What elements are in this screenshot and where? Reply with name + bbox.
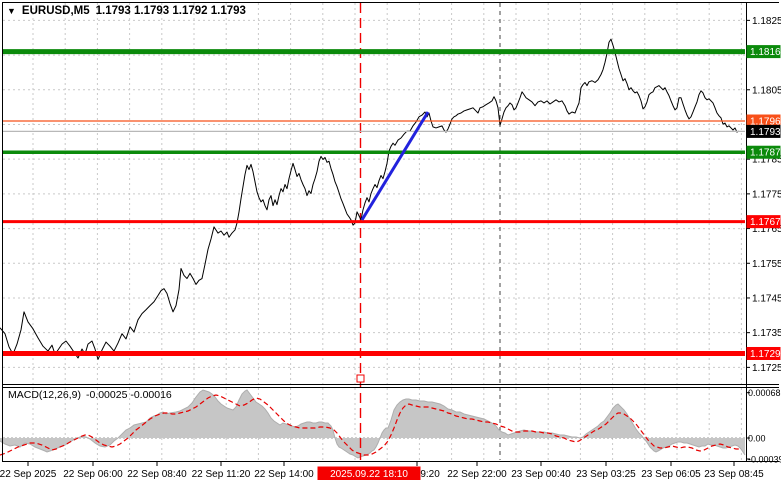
price-badge-label: 1.1793 — [750, 127, 781, 138]
indicator-label: MACD(12,26,9) -0.00025 -0.00016 — [8, 389, 172, 401]
price-axis-label: 1.1745 — [752, 293, 781, 304]
price-axis-label: 1.1735 — [752, 328, 781, 339]
time-axis-label: 22 Sep 14:00 — [254, 469, 314, 480]
price-axis-label: 1.1725 — [752, 363, 781, 374]
price-badge-label: 1.1796 — [750, 117, 781, 128]
price-badge-label: 1.1816 — [750, 47, 781, 58]
macd-axis-label: 0.00068 — [748, 388, 781, 398]
time-axis-label: 22 Sep 2025 — [0, 469, 57, 480]
price-line — [0, 38, 740, 360]
price-axis-label: 1.1825 — [752, 16, 781, 27]
price-badge — [746, 346, 781, 360]
time-axis-label: 22 Sep 22:00 — [447, 469, 507, 480]
macd-axis-label: 0.00 — [748, 434, 766, 444]
price-axis-label: 1.1765 — [752, 224, 781, 235]
macd-histogram — [0, 390, 745, 458]
indicator-values: -0.00025 -0.00016 — [85, 389, 172, 401]
price-badge-label: 1.1787 — [750, 148, 781, 159]
price-badge — [746, 114, 781, 128]
macd-axis-label: -0.00039 — [748, 455, 781, 465]
time-axis-label: 22 Sep 11:20 — [192, 469, 251, 480]
price-axis-label: 1.1785 — [752, 155, 781, 166]
price-badge-label: 1.1729 — [750, 349, 781, 360]
price-badge — [746, 215, 781, 229]
price-badge-label: 1.1767 — [750, 217, 781, 228]
trend-line[interactable] — [360, 111, 430, 221]
price-badge — [746, 145, 781, 159]
macd-signal-line — [0, 394, 739, 456]
event-vline-handle[interactable] — [356, 374, 365, 383]
chart-ohlc: 1.1793 1.1793 1.1792 1.1793 — [95, 5, 246, 17]
price-axis-label: 1.1805 — [752, 85, 781, 96]
time-axis-label: 23 Sep 06:05 — [641, 469, 701, 480]
time-axis-label: 23 Sep 08:45 — [704, 469, 764, 480]
chart-title: ▼ EURUSD,M5 1.1793 1.1793 1.1792 1.1793 — [7, 5, 246, 17]
time-badge — [317, 466, 421, 480]
price-axis-label: 1.1775 — [752, 189, 781, 200]
indicator-name: MACD(12,26,9) — [8, 389, 81, 401]
price-axis-label: 1.1755 — [752, 259, 781, 270]
price-badge — [746, 45, 781, 59]
time-axis-label: 23 Sep 03:25 — [576, 469, 636, 480]
time-axis-label: 22 Sep 06:00 — [63, 469, 123, 480]
chart-arrow-icon: ▼ — [7, 5, 16, 16]
time-badge-label: 2025.09.22 18:10 — [330, 469, 408, 480]
time-axis-label: 23 Sep 00:40 — [511, 469, 571, 480]
time-axis-label: 22 Sep 08:40 — [127, 469, 187, 480]
chart-symbol-period: EURUSD,M5 — [21, 5, 90, 17]
macd-line — [0, 389, 746, 459]
price-badge — [746, 124, 781, 138]
